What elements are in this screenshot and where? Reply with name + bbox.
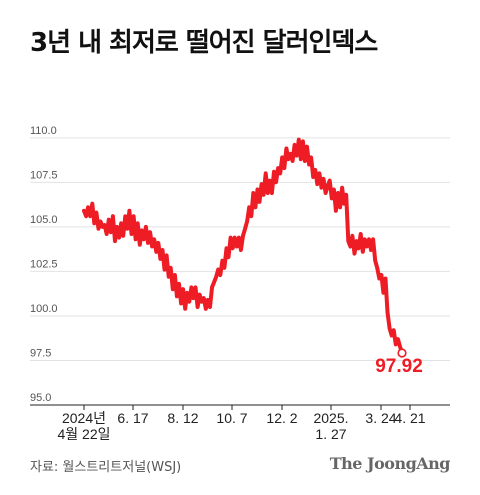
x-tick-label: 4월 22일 (57, 426, 110, 442)
x-tick-label: 1. 27 (315, 426, 346, 442)
y-tick-label: 95.0 (30, 392, 51, 404)
y-tick-label: 100.0 (30, 303, 58, 315)
x-tick-label: 3. 24 (365, 410, 396, 426)
y-tick-label: 105.0 (30, 214, 58, 226)
series-line (82, 137, 404, 355)
source-note: 자료: 월스트리트저널(WSJ) (30, 460, 182, 475)
chart-title: 3년 내 최저로 떨어진 달러인덱스 (30, 28, 378, 58)
x-tick-label: 2024년 (62, 410, 106, 426)
x-ticks (83, 405, 411, 410)
x-tick-label: 2025. (313, 410, 348, 426)
last-value-label: 97.92 (375, 356, 423, 377)
x-tick-label: 10. 7 (216, 410, 247, 426)
x-tick-label: 8. 12 (167, 410, 198, 426)
y-tick-label: 110.0 (30, 125, 57, 137)
last-point-marker (397, 348, 407, 358)
y-tick-labels: 95.0 97.5 100.0 102.5 105.0 107.5 110.0 (30, 125, 58, 404)
x-tick-label: 4. 21 (394, 410, 425, 426)
y-tick-label: 97.5 (30, 347, 51, 359)
x-tick-label: 6. 17 (117, 410, 148, 426)
y-tick-label: 107.5 (30, 169, 58, 181)
x-tick-label: 12. 2 (266, 410, 297, 426)
y-tick-label: 102.5 (30, 258, 58, 270)
publisher-logo: The JoongAng (329, 454, 451, 473)
